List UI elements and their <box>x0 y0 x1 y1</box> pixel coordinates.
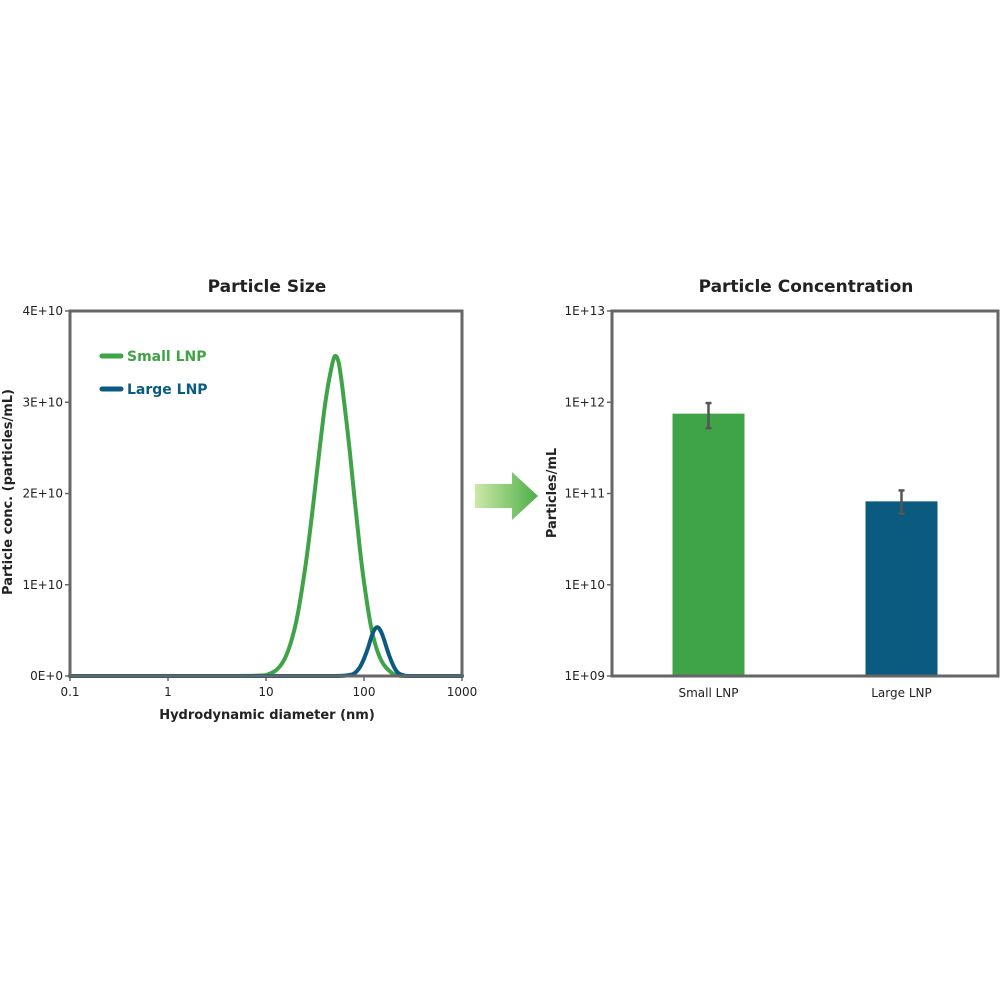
right-arrow-icon <box>475 472 538 520</box>
series-line-large-lnp <box>68 625 464 679</box>
y-tick-label: 1E+11 <box>564 487 605 501</box>
size-chart-xlabel: Hydrodynamic diameter (nm) <box>159 708 375 723</box>
size-chart-ticks: 0.1 1 10 100 1000 0E+0 1E+10 2E+10 3E+10 4E+10 <box>22 304 477 699</box>
bar-small-lnp <box>672 413 745 676</box>
legend-label-large-lnp: Large LNP <box>127 382 208 398</box>
y-tick-label: 1E+13 <box>564 304 605 318</box>
y-tick-label: 2E+10 <box>22 487 63 501</box>
bar-large-lnp <box>865 501 938 676</box>
particle-concentration-chart: Particle Concentration 1E+091E+101E+111E… <box>545 277 1000 700</box>
x-tick-label: 1 <box>164 685 172 699</box>
y-tick-label: 1E+10 <box>564 578 605 592</box>
concentration-chart-bars: Small LNP Large LNP <box>672 401 938 700</box>
concentration-chart-frame <box>610 309 1000 678</box>
size-chart-frame <box>68 309 464 678</box>
x-tick-label: 1000 <box>447 685 478 699</box>
y-tick-label: 4E+10 <box>22 304 63 318</box>
x-tick-label: 0.1 <box>60 685 79 699</box>
y-tick-label: 1E+09 <box>564 669 605 683</box>
size-chart-series <box>68 353 464 679</box>
concentration-chart-ticks: 1E+09 1E+10 1E+11 1E+12 1E+13 <box>564 304 612 683</box>
x-category-label: Large LNP <box>871 686 931 700</box>
x-category-label: Small LNP <box>678 686 738 700</box>
concentration-chart-title: Particle Concentration <box>699 277 914 297</box>
y-tick-label: 1E+10 <box>22 578 63 592</box>
series-line-small-lnp <box>68 353 464 679</box>
concentration-chart-ylabel: Particles/mL <box>545 448 560 538</box>
y-tick-label: 1E+12 <box>564 395 605 409</box>
size-chart-title: Particle Size <box>208 277 327 297</box>
size-chart-ylabel: Particle conc. (particles/mL) <box>1 389 16 595</box>
y-tick-label: 0E+0 <box>30 669 63 683</box>
particle-size-chart: Particle Size 0.1 1 10 100 1000 0E+0 1E+10 2E+1… <box>1 277 477 723</box>
legend-label-small-lnp: Small LNP <box>127 349 207 365</box>
x-tick-label: 10 <box>258 685 273 699</box>
size-chart-legend: Small LNP Large LNP <box>99 349 208 398</box>
y-tick-label: 3E+10 <box>22 395 63 409</box>
x-tick-label: 100 <box>353 685 376 699</box>
